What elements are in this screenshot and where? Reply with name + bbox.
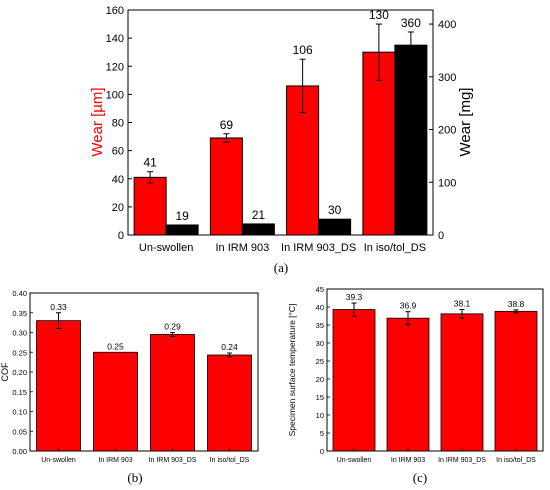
x-tick-label-b-3: In iso/tol_DS xyxy=(210,457,250,464)
x-tick-label-c-2: In IRM 903_DS xyxy=(438,457,486,464)
bar-a-s1-0 xyxy=(165,224,199,236)
x-tick-label-b-1: In IRM 903 xyxy=(98,457,132,464)
left-tick-label-a-4: 80 xyxy=(112,118,124,130)
x-tick-label-c-1: In IRM 903 xyxy=(391,457,425,464)
x-tick-label-b-2: In IRM 903_DS xyxy=(149,457,197,464)
right-tick-label-a-2: 200 xyxy=(438,125,456,137)
bar-b-3 xyxy=(207,354,252,452)
x-tick-label-a-2: In IRM 903_DS xyxy=(281,242,356,254)
data-label-b-3: 0.24 xyxy=(221,342,238,352)
data-label-c-1: 36.9 xyxy=(400,301,417,311)
bar-a-s1-2 xyxy=(318,218,352,236)
chart-a: 41 19 69 21 106 30 130 360 0 20 40 60 80 100 120 140 16… xyxy=(89,5,474,275)
chart-b-ylabel: COF xyxy=(0,362,10,382)
bar-b-1 xyxy=(93,351,138,452)
x-tick-label-c-0: Un-swollen xyxy=(337,457,372,464)
bar-c-2 xyxy=(440,313,484,452)
left-tick-label-a-8: 160 xyxy=(106,5,124,17)
left-tick-label-a-7: 140 xyxy=(106,33,124,45)
y-tick-label-b-6: 0.30 xyxy=(12,329,27,338)
x-tick-label-a-3: In iso/tol_DS xyxy=(364,242,426,254)
left-tick-label-a-0: 0 xyxy=(118,230,124,242)
y-tick-label-b-2: 0.10 xyxy=(12,408,27,417)
panel-label-b: (b) xyxy=(127,470,142,485)
data-label-a-s0-1: 69 xyxy=(220,118,234,132)
x-tick-label-b-0: Un-swollen xyxy=(41,457,76,464)
bar-a-s1-1 xyxy=(241,223,275,236)
y-tick-label-c-3: 15 xyxy=(316,393,324,402)
x-tick-label-a-1: In IRM 903 xyxy=(215,242,269,254)
bar-a-s0-1 xyxy=(209,137,243,236)
chart-a-left-ylabel: Wear [µm] xyxy=(89,87,106,156)
chart-c-frame xyxy=(326,288,544,452)
y-tick-label-b-0: 0.00 xyxy=(12,447,27,456)
bar-c-1 xyxy=(386,317,430,452)
chart-a-right-ylabel: Wear [mg] xyxy=(457,88,474,157)
y-tick-label-c-5: 25 xyxy=(316,357,324,366)
chart-c: 39.3 36.9 38.1 38.8 0 5 10 15 20 25 30 35 40 45 Un-s… xyxy=(287,285,544,485)
left-tick-label-a-1: 20 xyxy=(112,202,124,214)
y-tick-label-c-8: 40 xyxy=(316,303,324,312)
y-tick-label-c-4: 20 xyxy=(316,375,324,384)
data-label-a-s1-1: 21 xyxy=(252,208,266,222)
data-label-a-s0-0: 41 xyxy=(143,156,157,170)
bar-b-0 xyxy=(36,320,81,452)
left-tick-label-a-3: 60 xyxy=(112,146,124,158)
chart-b: 0.33 0.25 0.29 0.24 0.00 0.05 0.10 0.15 0.20 0.2… xyxy=(0,289,259,485)
y-tick-label-b-4: 0.20 xyxy=(12,368,27,377)
panel-label-c: (c) xyxy=(413,470,427,485)
y-tick-label-c-9: 45 xyxy=(316,285,324,294)
data-label-c-0: 39.3 xyxy=(346,292,363,302)
x-tick-label-a-0: Un-swollen xyxy=(139,242,193,254)
right-tick-label-a-0: 0 xyxy=(438,230,444,242)
y-tick-label-c-2: 10 xyxy=(316,411,324,420)
y-tick-label-b-8: 0.40 xyxy=(12,289,27,298)
left-tick-label-a-6: 120 xyxy=(106,61,124,73)
y-tick-label-c-1: 5 xyxy=(320,429,324,438)
y-tick-label-c-6: 30 xyxy=(316,339,324,348)
data-label-a-s1-3: 360 xyxy=(401,16,421,30)
data-label-a-s1-2: 30 xyxy=(328,203,342,217)
bar-c-3 xyxy=(494,310,538,452)
bar-b-2 xyxy=(150,334,195,452)
bar-a-s0-0 xyxy=(133,176,167,236)
panel-label-a: (a) xyxy=(274,260,288,275)
data-label-b-1: 0.25 xyxy=(107,341,124,351)
data-label-c-2: 38.1 xyxy=(454,299,471,309)
y-tick-label-c-0: 0 xyxy=(320,447,324,456)
bar-a-s1-3 xyxy=(394,44,428,236)
y-tick-label-b-3: 0.15 xyxy=(12,388,27,397)
data-label-a-s0-2: 106 xyxy=(293,43,313,57)
y-tick-label-b-5: 0.25 xyxy=(12,348,27,357)
right-tick-label-a-1: 100 xyxy=(438,177,456,189)
left-tick-label-a-5: 100 xyxy=(106,89,124,101)
data-label-a-s0-3: 130 xyxy=(369,8,389,22)
chart-c-ylabel: Specimen surface temperature [°C] xyxy=(287,304,297,437)
y-tick-label-b-7: 0.35 xyxy=(12,309,27,318)
y-tick-label-c-7: 35 xyxy=(316,321,324,330)
right-tick-label-a-4: 400 xyxy=(438,19,456,31)
data-label-a-s1-0: 19 xyxy=(175,209,189,223)
data-label-b-2: 0.29 xyxy=(164,322,181,332)
bar-c-0 xyxy=(332,309,376,452)
data-label-c-3: 38.8 xyxy=(508,299,525,309)
y-tick-label-b-1: 0.05 xyxy=(12,427,27,436)
left-tick-label-a-2: 40 xyxy=(112,174,124,186)
data-label-b-0: 0.33 xyxy=(50,302,67,312)
x-tick-label-c-3: In iso/tol_DS xyxy=(496,457,536,464)
right-tick-label-a-3: 300 xyxy=(438,72,456,84)
